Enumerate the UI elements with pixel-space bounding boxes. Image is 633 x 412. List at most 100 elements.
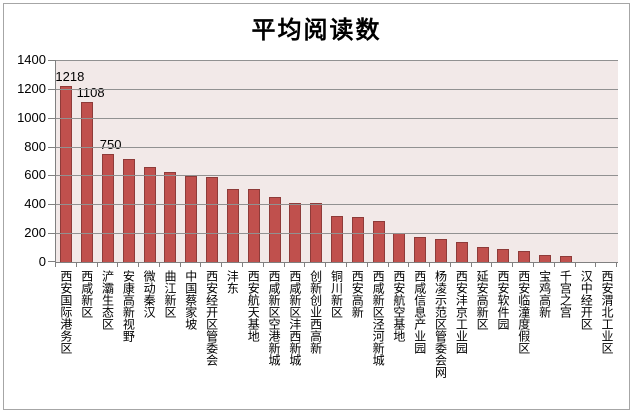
bar: [310, 203, 323, 262]
x-tick-mark: [596, 263, 618, 267]
bar-slot: [514, 60, 535, 262]
bar: [164, 172, 177, 262]
x-axis-category-label: 西安渭北工业区: [600, 270, 615, 354]
x-label-slot: 西安航天基地: [242, 270, 263, 378]
x-label-slot: 西安航空基地: [388, 270, 409, 378]
x-label-slot: 西咸新区空港新城: [263, 270, 284, 378]
bar-slot: [118, 60, 139, 262]
bar-slot: [410, 60, 431, 262]
bar-slot: 1108: [77, 60, 105, 262]
bar-slot: [347, 60, 368, 262]
x-label-slot: 西安临潼度假区: [513, 270, 534, 378]
bar: [226, 189, 239, 262]
x-label-slot: 千宫之宫: [555, 270, 576, 378]
x-axis-category-label: 西安航空基地: [391, 270, 406, 342]
x-axis-category-label: 千宫之宫: [558, 270, 573, 318]
x-label-slot: 延安高新区: [471, 270, 492, 378]
plot-area: 1218 1108 750: [48, 60, 618, 263]
bar: [289, 203, 302, 262]
bar-slot: [535, 60, 556, 262]
y-axis-tick-label: 600: [24, 167, 46, 183]
x-tick-mark: [305, 263, 327, 267]
x-axis-category-label: 曲江新区: [162, 270, 177, 318]
bar-slot: [493, 60, 514, 262]
bars-container: 1218 1108 750: [55, 60, 618, 262]
x-tick-mark: [264, 263, 285, 267]
bar: [268, 197, 281, 262]
bar: [414, 237, 427, 262]
x-axis-category-label: 西安软件园: [495, 270, 510, 330]
bar-value-label: 1108: [76, 85, 105, 100]
bar-slot: [431, 60, 452, 262]
bar-slot: [556, 60, 577, 262]
bar-slot: [202, 60, 223, 262]
bar-slot: 1218: [55, 60, 84, 262]
x-tick-mark: [534, 263, 555, 267]
bar: [476, 247, 489, 262]
x-tick-mark: [243, 263, 264, 267]
x-axis-category-label: 延安高新区: [475, 270, 490, 330]
bar: [372, 221, 385, 262]
x-tick-mark: [222, 263, 244, 267]
x-label-slot: 西安渭北工业区: [596, 270, 617, 378]
bar: [539, 255, 552, 262]
x-label-slot: 沣东: [222, 270, 243, 378]
x-axis-category-label: 宝鸡高新: [537, 270, 552, 318]
x-tick-mark: [118, 263, 140, 267]
x-axis-category-label: 西安沣京工业园: [454, 270, 469, 354]
y-axis-tick-label: 1000: [17, 109, 46, 125]
bar-slot: [368, 60, 389, 262]
x-axis-labels: 西安国际港务区 西咸新区 浐灞生态区 安康高新视野 微动秦汉 曲江新区 中国蔡家坡 西安经开区…: [55, 270, 617, 378]
bar-slot: [306, 60, 327, 262]
gridline: [56, 233, 618, 235]
bar: [330, 216, 343, 262]
y-tick-mark: [48, 88, 55, 90]
x-axis-category-label: 西咸新区空港新城: [267, 270, 282, 366]
bar: [60, 86, 73, 262]
x-axis-category-label: 浐灞生态区: [100, 270, 115, 330]
y-axis-tick-label: 800: [24, 138, 46, 154]
x-tick-mark: [98, 263, 119, 267]
x-label-slot: 曲江新区: [159, 270, 180, 378]
gridline: [56, 146, 618, 148]
bar-slot: [160, 60, 181, 262]
x-axis-category-label: 西安航天基地: [246, 270, 261, 342]
bar: [247, 189, 260, 262]
x-label-slot: 铜川新区: [326, 270, 347, 378]
x-axis-category-label: 创新创业西高新: [308, 270, 323, 354]
x-tick-mark: [160, 263, 181, 267]
bar-slot: [576, 60, 597, 262]
y-tick-mark: [48, 204, 55, 206]
gridline: [56, 88, 618, 90]
x-axis-category-label: 微动秦汉: [142, 270, 157, 318]
y-tick-mark: [48, 146, 55, 148]
x-axis-ticks: [55, 263, 618, 267]
bar-slot: [181, 60, 202, 262]
x-label-slot: 杨凌示范区管委会网: [430, 270, 451, 378]
bar: [393, 233, 406, 262]
bar-slot: [389, 60, 410, 262]
x-label-slot: 西安高新: [346, 270, 367, 378]
y-tick-mark: [48, 233, 55, 235]
bar: [435, 239, 448, 262]
bar-slot: 750: [98, 60, 121, 262]
x-label-slot: 西咸新区沣西新城: [284, 270, 305, 378]
x-tick-mark: [576, 263, 597, 267]
bar: [185, 176, 198, 262]
x-axis-category-label: 沣东: [225, 270, 240, 294]
x-label-slot: 西咸新区: [76, 270, 97, 378]
x-tick-mark: [389, 263, 410, 267]
x-tick-mark: [139, 263, 160, 267]
x-label-slot: 西咸新区泾河新城: [367, 270, 388, 378]
chart-title: 平均阅读数: [251, 18, 382, 44]
x-axis-category-label: 西安临潼度假区: [516, 270, 531, 354]
bar-slot: [327, 60, 348, 262]
bar: [122, 159, 135, 262]
gridline: [56, 204, 618, 206]
x-axis-category-label: 西安高新: [350, 270, 365, 318]
x-axis-category-label: 西安国际港务区: [58, 270, 73, 354]
x-label-slot: 西安国际港务区: [55, 270, 76, 378]
y-axis-tick-label: 200: [24, 225, 46, 241]
x-label-slot: 西安软件园: [492, 270, 513, 378]
x-axis-category-label: 西咸信息产业园: [412, 270, 427, 354]
